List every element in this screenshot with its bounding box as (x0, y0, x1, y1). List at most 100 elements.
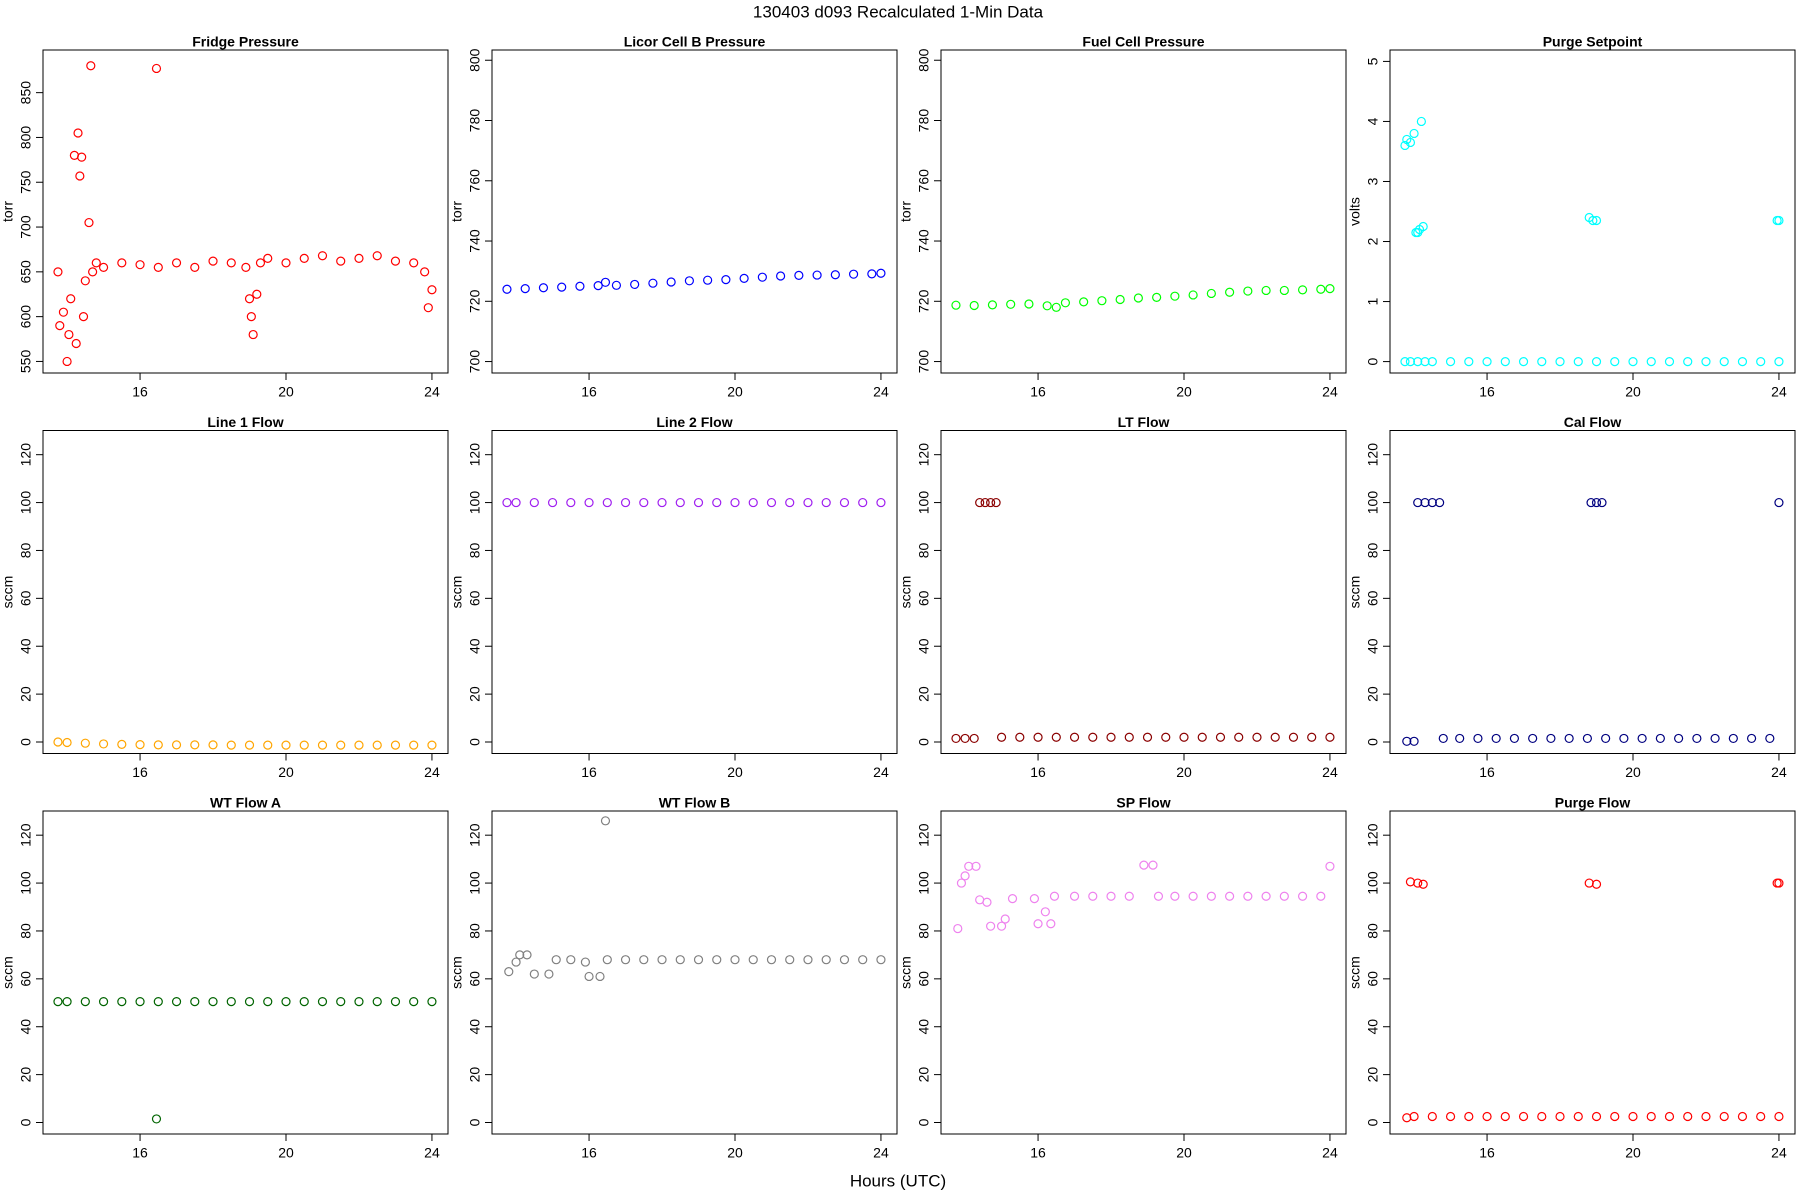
point (602, 955, 612, 965)
y-axis-label: torr (898, 201, 914, 222)
point (848, 269, 859, 279)
point (1006, 299, 1016, 309)
point (1464, 356, 1474, 367)
y-tick-label: 3 (1365, 177, 1381, 185)
point (190, 740, 200, 750)
point (1024, 299, 1034, 309)
panel: Fuel Cell Pressure torr 16 20 24 700 720 740 760… (898, 34, 1347, 400)
y-tick-label: 40 (1365, 638, 1381, 654)
plot-frame (940, 810, 1347, 1135)
point (1701, 356, 1711, 367)
y-tick-label: 740 (467, 229, 483, 253)
point (208, 740, 218, 750)
point (730, 955, 740, 965)
point (1683, 1111, 1693, 1122)
point (1646, 1111, 1656, 1122)
y-axis-label: volts (1347, 197, 1363, 226)
point (1161, 732, 1171, 742)
point (876, 497, 886, 508)
point (1088, 891, 1098, 901)
point (336, 740, 346, 750)
point (830, 270, 840, 280)
point (299, 253, 309, 264)
point (1124, 732, 1134, 742)
point (427, 285, 437, 295)
point (504, 967, 514, 977)
panel: Purge Flow sccm 16 20 24 0 20 40 60 80 100 120 (1347, 795, 1796, 1161)
point (1325, 732, 1335, 742)
y-tick-label: 780 (916, 109, 932, 133)
point (575, 281, 585, 291)
y-axis-label: sccm (1347, 956, 1363, 989)
point (1591, 1111, 1602, 1122)
point (1188, 290, 1198, 300)
point (390, 996, 401, 1007)
x-axis-label: Hours (UTC) (850, 1171, 946, 1190)
point (1051, 302, 1061, 312)
point (1405, 877, 1416, 887)
point (1664, 356, 1675, 367)
point (812, 270, 822, 280)
y-tick-label: 600 (18, 305, 34, 329)
point (520, 284, 530, 294)
x-tick-label: 24 (1322, 764, 1338, 780)
point (1270, 732, 1280, 742)
point (117, 996, 127, 1007)
point (1482, 356, 1492, 367)
point (858, 955, 868, 965)
point (551, 955, 561, 965)
y-tick-label: 80 (1365, 923, 1381, 939)
point (66, 294, 76, 304)
point (98, 739, 109, 749)
y-tick-label: 0 (18, 738, 34, 746)
point (996, 732, 1007, 742)
point (1664, 1111, 1675, 1122)
plot-frame (1389, 49, 1796, 374)
y-axis-label: sccm (449, 956, 465, 989)
plot-frame (491, 430, 898, 754)
point (1124, 891, 1134, 901)
point (1674, 733, 1684, 744)
point (1402, 1113, 1412, 1123)
y-tick-label: 60 (1365, 590, 1381, 606)
point (135, 996, 145, 1007)
point (580, 957, 591, 967)
y-tick-label: 60 (1365, 971, 1381, 987)
x-tick-label: 24 (1322, 384, 1338, 400)
point (208, 996, 218, 1007)
point (1586, 497, 1596, 508)
panel-title: SP Flow (1116, 795, 1170, 811)
point (117, 739, 127, 750)
point (1307, 732, 1317, 742)
point (1279, 891, 1289, 901)
point (821, 955, 831, 965)
panel: Cal Flow sccm 16 20 24 0 20 40 60 80 100 120 (1347, 414, 1796, 780)
point (602, 497, 612, 508)
point (91, 258, 101, 268)
y-tick-label: 20 (18, 1067, 34, 1083)
point (53, 267, 63, 277)
point (821, 497, 831, 508)
point (78, 312, 89, 322)
point (1243, 286, 1253, 296)
point (529, 969, 539, 979)
x-tick-label: 20 (727, 764, 743, 780)
panel: Line 2 Flow sccm 16 20 24 0 20 40 60 80 100 120 (449, 414, 898, 780)
point (1619, 733, 1629, 744)
point (1079, 297, 1089, 307)
point (1405, 137, 1416, 148)
point (620, 497, 631, 508)
y-tick-label: 20 (1365, 686, 1381, 702)
y-tick-label: 20 (18, 686, 34, 702)
point (1197, 732, 1207, 742)
point (1546, 733, 1556, 744)
point (1152, 292, 1162, 302)
point (1420, 356, 1430, 367)
x-tick-label: 20 (278, 1145, 294, 1161)
point (839, 497, 850, 508)
point (657, 497, 667, 508)
point (1573, 1111, 1583, 1122)
y-tick-label: 650 (18, 260, 34, 284)
y-tick-label: 800 (467, 48, 483, 72)
point (1728, 733, 1738, 744)
